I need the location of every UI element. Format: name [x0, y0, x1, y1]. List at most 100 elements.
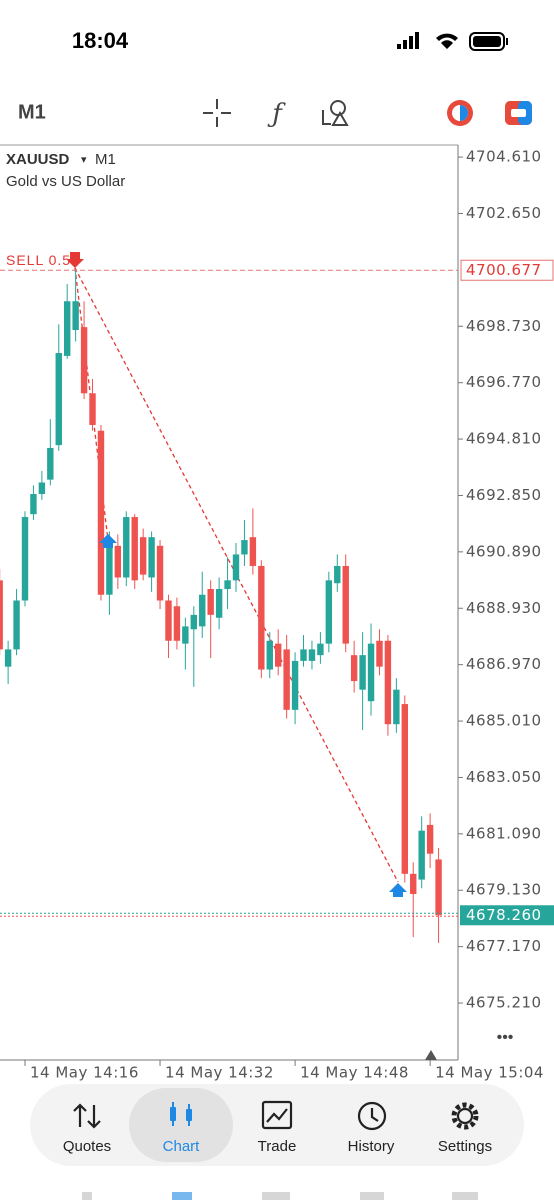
candle-body [275, 643, 282, 667]
candle-body [342, 565, 349, 644]
y-tick-label: 4694.810 [466, 430, 542, 448]
y-tick-label: 4683.050 [466, 768, 542, 786]
y-tick-label: 4685.010 [466, 712, 542, 730]
candle-body [148, 537, 155, 578]
candle-body [4, 649, 12, 667]
candle-body [393, 689, 400, 725]
candle-body [139, 537, 147, 575]
candle-body [367, 643, 375, 702]
scroll-marker [425, 1050, 437, 1060]
last-price-label: 4678.260 [466, 906, 542, 924]
sell-price-box [460, 259, 554, 281]
candle-body [131, 517, 138, 581]
nav-label[interactable]: Chart [163, 1138, 201, 1155]
more-button[interactable]: ••• [497, 1029, 514, 1046]
indicators-button[interactable]: ƒ [267, 99, 286, 129]
candle-body [38, 482, 46, 495]
nav-label[interactable]: Quotes [63, 1138, 111, 1155]
y-tick-label: 4686.970 [466, 655, 542, 673]
trade-arrows [66, 252, 407, 897]
candle-body [97, 430, 105, 595]
nav-label[interactable]: History [348, 1138, 395, 1155]
nav-icon [73, 1103, 101, 1129]
nav-item[interactable]: Trade [258, 1100, 297, 1155]
nav-item[interactable]: Settings [438, 1102, 492, 1155]
y-tick-label: 4679.130 [466, 881, 542, 899]
candle-body [165, 600, 172, 641]
candle-body [376, 640, 383, 667]
candle-body [359, 655, 366, 690]
candle-body [317, 643, 324, 656]
candle-body [418, 830, 425, 880]
y-tick-label: 4702.650 [466, 204, 542, 222]
y-tick-label: 4698.730 [466, 317, 542, 335]
candle-body [190, 614, 197, 630]
toolbar-timeframe[interactable]: M1 [18, 101, 46, 123]
candle-body [106, 540, 113, 595]
nav-label[interactable]: Settings [438, 1138, 492, 1155]
symbol-description: Gold vs US Dollar [6, 173, 125, 190]
candle-body [283, 649, 290, 710]
nav-icon [170, 1102, 192, 1126]
y-tick-label: 4675.210 [466, 994, 542, 1012]
x-tick-label: 14 May 14:32 [165, 1064, 274, 1082]
candle-body [435, 859, 442, 916]
candle-body [182, 626, 189, 644]
y-tick-label: 4677.170 [466, 937, 542, 955]
symbol[interactable]: XAUUSD [6, 151, 70, 168]
candle-body [80, 327, 88, 394]
status-time: 18:04 [72, 28, 129, 53]
nav-icon [451, 1102, 479, 1130]
candle-body [224, 580, 231, 589]
x-tick-label: 14 May 15:04 [435, 1064, 544, 1082]
y-tick-label: 4704.610 [466, 148, 542, 166]
candle-body [410, 873, 417, 894]
nav-reflection [82, 1192, 478, 1200]
candle-body [300, 649, 307, 661]
nav-item[interactable]: Chart [129, 1088, 233, 1162]
candle-body [258, 565, 265, 670]
candle-body [0, 580, 3, 650]
status-icons [397, 32, 508, 51]
chart-timeframe: M1 [95, 151, 116, 168]
candle-body [199, 594, 206, 627]
candle-body [72, 301, 79, 331]
candle-body [21, 517, 29, 601]
y-tick-label: 4696.770 [466, 373, 542, 391]
candle-body [249, 537, 257, 566]
candle-body [401, 704, 408, 874]
nav-active-background [129, 1088, 233, 1162]
chart: XAUUSD ▾ M1 Gold vs US Dollar 4704.610 47… [0, 144, 554, 1082]
candle-body [215, 588, 223, 618]
candle-body [173, 606, 181, 641]
candle-body [426, 824, 434, 854]
candle-body [308, 649, 316, 661]
candle-body [334, 565, 341, 584]
one-click-button[interactable] [447, 100, 473, 126]
nav-item[interactable]: History [348, 1101, 395, 1155]
symbol-dropdown[interactable]: ▾ [81, 154, 87, 166]
y-tick-label: 4688.930 [466, 599, 542, 617]
nav-label[interactable]: Trade [258, 1138, 297, 1155]
candle-body [291, 660, 299, 710]
candle-body [13, 600, 20, 650]
candle-body [232, 554, 240, 581]
candle-body [114, 545, 122, 578]
y-tick-label: 4692.850 [466, 486, 542, 504]
objects-button[interactable] [322, 100, 349, 126]
y-tick-label: 4681.090 [466, 824, 542, 842]
trade-button[interactable] [505, 101, 532, 125]
nav-icon [357, 1101, 387, 1131]
candle-body [30, 494, 37, 515]
candle-body [241, 540, 248, 555]
candle-body [207, 588, 214, 615]
x-tick-label: 14 May 14:48 [300, 1064, 409, 1082]
candle-body [350, 655, 358, 682]
candle-body [325, 580, 333, 644]
nav-item[interactable]: Quotes [63, 1103, 111, 1155]
crosshair-button[interactable] [203, 99, 231, 127]
candle-body [47, 447, 54, 480]
nav-icon [261, 1100, 293, 1130]
candle-body [266, 640, 273, 670]
candle-body [156, 545, 164, 601]
